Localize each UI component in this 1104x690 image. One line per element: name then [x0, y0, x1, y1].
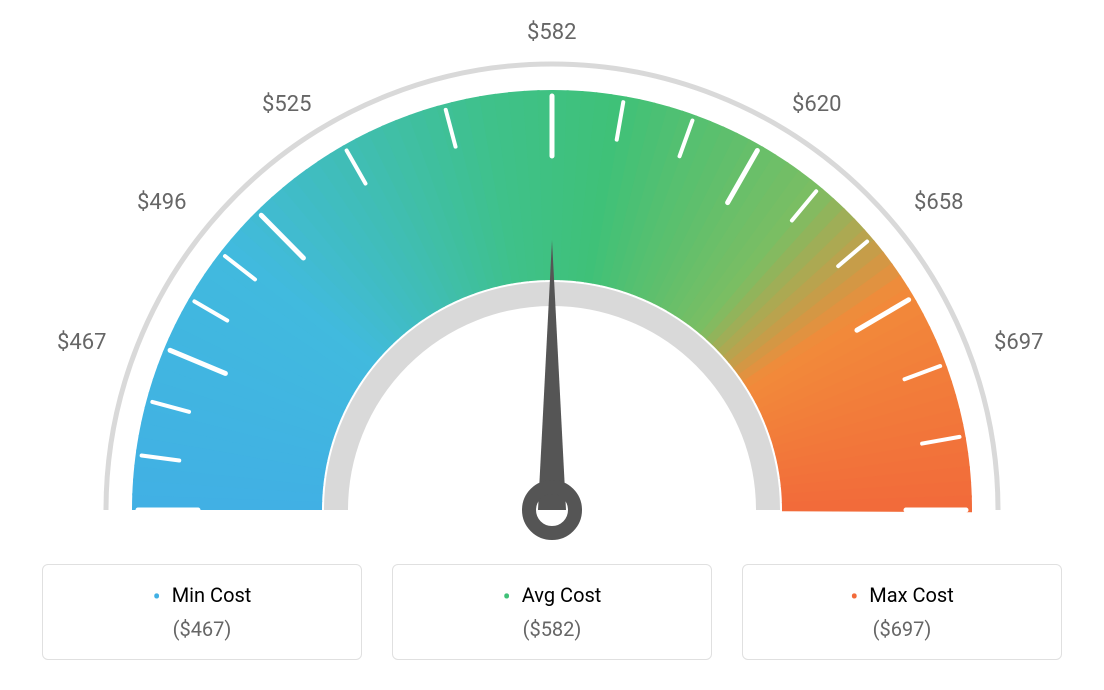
gauge-tick-label: $467 — [57, 330, 106, 355]
legend-value-avg: ($582) — [393, 617, 711, 641]
legend-value-min: ($467) — [43, 617, 361, 641]
legend-card-max: • Max Cost ($697) — [742, 564, 1062, 660]
gauge-tick-label: $582 — [527, 20, 576, 45]
legend-card-min: • Min Cost ($467) — [42, 564, 362, 660]
dot-icon-max: • — [850, 583, 858, 611]
legend-title-text: Min Cost — [172, 583, 252, 607]
legend-title-avg: • Avg Cost — [393, 583, 711, 607]
gauge-tick-label: $658 — [914, 190, 963, 215]
gauge-area: $467 $496 $525 $582 $620 $658 $697 — [52, 20, 1052, 560]
gauge-svg — [52, 20, 1052, 560]
gauge-tick-label: $525 — [262, 92, 311, 117]
gauge-chart-container: $467 $496 $525 $582 $620 $658 $697 • Min Cost … — [0, 0, 1104, 690]
dot-icon-avg: • — [503, 583, 511, 611]
legend-row: • Min Cost ($467) • Avg Cost ($582) • Ma… — [42, 564, 1062, 660]
gauge-needle — [538, 240, 566, 510]
dot-icon-min: • — [153, 583, 161, 611]
legend-card-avg: • Avg Cost ($582) — [392, 564, 712, 660]
gauge-tick-label: $496 — [137, 190, 186, 215]
legend-title-min: • Min Cost — [43, 583, 361, 607]
gauge-tick-label: $697 — [994, 330, 1043, 355]
legend-title-text: Max Cost — [869, 583, 954, 607]
gauge-tick-label: $620 — [792, 92, 841, 117]
legend-title-max: • Max Cost — [743, 583, 1061, 607]
legend-title-text: Avg Cost — [522, 583, 602, 607]
legend-value-max: ($697) — [743, 617, 1061, 641]
